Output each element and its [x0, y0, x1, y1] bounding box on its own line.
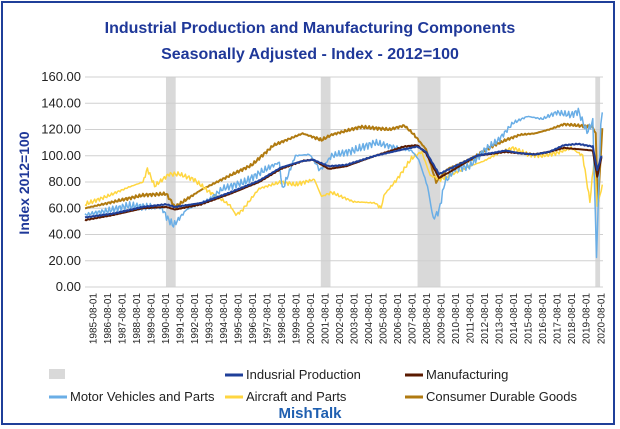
x-tick-label: 1995-08-01	[234, 293, 245, 345]
x-tick-label: 1993-08-01	[204, 293, 215, 345]
chart-subtitle: Seasonally Adjusted - Index - 2012=100	[161, 46, 459, 63]
series-line	[84, 107, 604, 259]
y-tick-label: 40.00	[48, 227, 81, 242]
x-tick-label: 1985-08-01	[88, 293, 99, 345]
y-tick-labels: 0.00 20.00 40.00 60.00 80.00 100.00 120.00 140.…	[41, 69, 81, 294]
chart-title: Industrial Production and Manufacturing …	[105, 20, 516, 37]
x-tick-label: 2011-08-01	[466, 293, 477, 344]
x-tick-label: 1990-08-01	[161, 293, 172, 345]
x-tick-label: 2001-08-01	[321, 293, 332, 345]
legend-recession-swatch	[49, 369, 65, 379]
x-tick-label: 2017-08-01	[553, 293, 564, 345]
chart-canvas: Industrial Production and Manufacturing …	[16, 20, 607, 422]
y-tick-label: 20.00	[48, 253, 81, 268]
x-tick-label: 2005-08-01	[379, 293, 390, 345]
x-tick-label: 2020-08-01	[596, 293, 607, 345]
x-tick-label: 2004-08-01	[364, 293, 375, 345]
x-tick-label: 1994-08-01	[219, 293, 230, 345]
y-axis-label: Index 2012=100	[16, 131, 32, 234]
x-tick-label: 1988-08-01	[132, 293, 143, 345]
legend-label: Consumer Durable Goods	[426, 389, 578, 404]
x-tick-label: 2012-08-01	[480, 293, 491, 345]
x-tick-label: 2018-08-01	[567, 293, 578, 345]
x-tick-label: 2006-08-01	[393, 293, 404, 345]
series-line	[84, 122, 604, 210]
x-tick-label: 1998-08-01	[277, 293, 288, 345]
series-line	[84, 142, 603, 219]
x-tick-label: 1991-08-01	[175, 293, 186, 345]
x-tick-label: 2007-08-01	[408, 293, 419, 345]
x-tick-label: 2009-08-01	[437, 293, 448, 345]
y-tick-label: 140.00	[41, 95, 81, 110]
x-tick-label: 2008-08-01	[422, 293, 433, 345]
y-tick-label: 60.00	[48, 200, 81, 215]
x-tick-label: 2014-08-01	[509, 293, 520, 345]
x-tick-label: 2002-08-01	[335, 293, 346, 345]
y-tick-label: 100.00	[41, 148, 81, 163]
y-tick-label: 120.00	[41, 122, 81, 137]
x-tick-label: 2003-08-01	[350, 293, 361, 345]
x-tick-label: 2013-08-01	[495, 293, 506, 345]
x-tick-label: 1989-08-01	[146, 293, 157, 345]
x-tick-label: 2010-08-01	[451, 293, 462, 345]
source-label: MishTalk	[278, 405, 342, 422]
x-tick-label: 2019-08-01	[582, 293, 593, 345]
legend-label: Manufacturing	[426, 367, 508, 382]
series-lines	[84, 107, 604, 259]
chart-frame: Industrial Production and Manufacturing …	[1, 1, 615, 425]
x-tick-label: 2015-08-01	[524, 293, 535, 345]
y-tick-label: 0.00	[56, 279, 81, 294]
x-tick-label: 1986-08-01	[103, 293, 114, 345]
legend-label: Motor Vehicles and Parts	[70, 389, 215, 404]
x-tick-label: 1997-08-01	[263, 293, 274, 345]
gridlines	[85, 76, 603, 288]
legend: Indusrial Production Manufacturing Motor V…	[49, 367, 578, 404]
x-tick-label: 2000-08-01	[306, 293, 317, 345]
legend-label: Aircraft and Parts	[246, 389, 347, 404]
y-tick-label: 160.00	[41, 69, 81, 84]
y-tick-label: 80.00	[48, 174, 81, 189]
x-tick-label: 1987-08-01	[117, 293, 128, 345]
x-tick-labels: 1985-08-01 1986-08-01 1987-08-01 1988-08-01…	[88, 293, 607, 345]
x-tick-label: 1992-08-01	[190, 293, 201, 345]
x-tick-label: 2016-08-01	[538, 293, 549, 345]
legend-label: Indusrial Production	[246, 367, 361, 382]
x-tick-label: 1999-08-01	[292, 293, 303, 345]
series-line	[84, 146, 604, 217]
x-tick-label: 1996-08-01	[248, 293, 259, 345]
